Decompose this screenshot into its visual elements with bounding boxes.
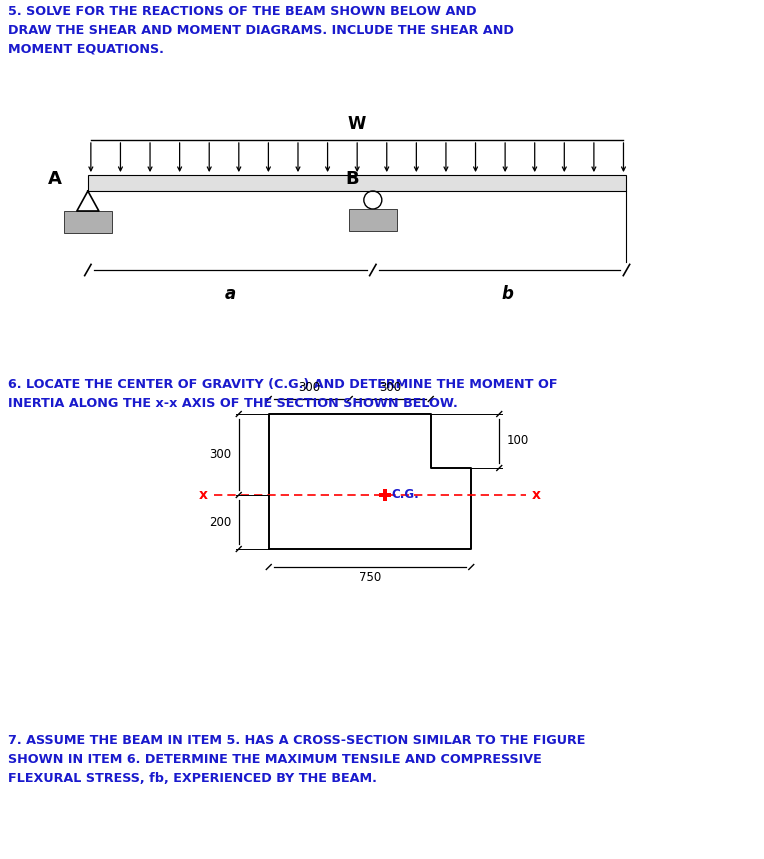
Text: 100: 100 [507, 435, 529, 448]
Text: a: a [225, 285, 236, 303]
Text: 7. ASSUME THE BEAM IN ITEM 5. HAS A CROSS-SECTION SIMILAR TO THE FIGURE
SHOWN IN: 7. ASSUME THE BEAM IN ITEM 5. HAS A CROS… [8, 734, 585, 785]
Text: C.G.: C.G. [391, 488, 419, 501]
Text: 300: 300 [298, 381, 320, 394]
Bar [349, 209, 397, 231]
Bar [88, 175, 626, 191]
Text: B: B [345, 170, 359, 188]
Text: A: A [48, 170, 62, 188]
Text: 300: 300 [379, 381, 401, 394]
Text: b: b [502, 285, 513, 303]
Text: W: W [348, 115, 367, 133]
Text: 750: 750 [359, 571, 381, 584]
Text: 6. LOCATE THE CENTER OF GRAVITY (C.G.) AND DETERMINE THE MOMENT OF
INERTIA ALONG: 6. LOCATE THE CENTER OF GRAVITY (C.G.) A… [8, 378, 558, 410]
Text: x: x [199, 488, 208, 502]
Text: 200: 200 [209, 515, 231, 528]
Text: 5. SOLVE FOR THE REACTIONS OF THE BEAM SHOWN BELOW AND
DRAW THE SHEAR AND MOMENT: 5. SOLVE FOR THE REACTIONS OF THE BEAM S… [8, 5, 514, 56]
Bar [64, 211, 112, 233]
Text: 300: 300 [209, 448, 231, 461]
Text: x: x [533, 488, 541, 502]
